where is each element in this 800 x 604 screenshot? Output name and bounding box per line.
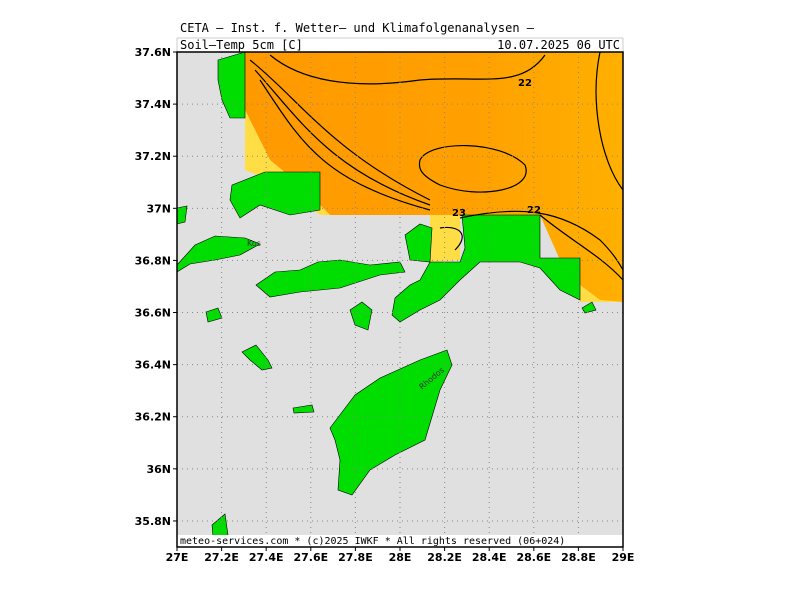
contour-line bbox=[269, 54, 546, 85]
contour-label: 23 bbox=[452, 208, 466, 219]
y-tick-label: 37.4N bbox=[135, 98, 171, 111]
island bbox=[177, 205, 188, 225]
contour-line bbox=[595, 52, 623, 191]
x-tick-label: 28.2E bbox=[427, 551, 462, 564]
contour-line bbox=[418, 145, 527, 193]
y-tick-label: 37.6N bbox=[135, 46, 171, 59]
island bbox=[229, 171, 321, 219]
island bbox=[241, 344, 273, 371]
header-title: CETA — Inst. f. Wetter— und Klimafolgena… bbox=[180, 21, 535, 35]
map-area: 22 23 22 Kos Rhodos bbox=[177, 52, 623, 547]
yellow-band bbox=[245, 110, 330, 215]
yellow-band bbox=[430, 215, 460, 262]
y-tick-label: 36.2N bbox=[135, 411, 171, 424]
ticks: 27E 27.2E 27.4E 27.6E 27.8E 28E 28.2E 28.4E 28.6… bbox=[135, 46, 635, 564]
island bbox=[292, 404, 315, 414]
datetime-label: 10.07.2025 06 UTC bbox=[497, 38, 620, 52]
x-tick-label: 28.6E bbox=[516, 551, 551, 564]
contour-line bbox=[259, 79, 431, 211]
x-tick-label: 27.6E bbox=[293, 551, 328, 564]
footer: meteo-services.com * (c)2025 IWKF * All … bbox=[180, 536, 565, 547]
contours bbox=[249, 52, 623, 281]
x-tick-label: 28E bbox=[389, 551, 412, 564]
contour-line bbox=[254, 69, 431, 206]
footer-box bbox=[177, 535, 623, 547]
yellow-band bbox=[580, 285, 623, 302]
warm-field bbox=[245, 52, 623, 302]
parameter-label: Soil—Temp 5cm [C] bbox=[180, 38, 303, 52]
place-label: Kos bbox=[247, 239, 261, 248]
x-tick-label: 27.4E bbox=[249, 551, 284, 564]
contour-label: 22 bbox=[527, 205, 541, 216]
island bbox=[581, 301, 597, 314]
island bbox=[177, 235, 261, 273]
y-tick-label: 36.4N bbox=[135, 359, 171, 372]
island bbox=[404, 223, 433, 263]
y-tick-label: 36N bbox=[146, 463, 171, 476]
contour-label: 22 bbox=[518, 78, 532, 89]
contour-line bbox=[459, 210, 623, 271]
y-tick-label: 36.6N bbox=[135, 307, 171, 320]
x-tick-label: 29E bbox=[612, 551, 635, 564]
x-tick-label: 27.8E bbox=[338, 551, 373, 564]
island bbox=[329, 349, 453, 496]
y-tick-label: 37N bbox=[146, 202, 171, 215]
x-tick-label: 28.8E bbox=[561, 551, 596, 564]
x-tick-label: 27E bbox=[166, 551, 189, 564]
contour-line bbox=[539, 214, 623, 281]
contour-line bbox=[249, 59, 431, 201]
x-tick-label: 27.2E bbox=[204, 551, 239, 564]
y-tick-label: 35.8N bbox=[135, 515, 171, 528]
y-tick-label: 37.2N bbox=[135, 150, 171, 163]
island bbox=[217, 52, 246, 119]
x-tick-label: 28.4E bbox=[472, 551, 507, 564]
y-tick-label: 36.8N bbox=[135, 254, 171, 267]
